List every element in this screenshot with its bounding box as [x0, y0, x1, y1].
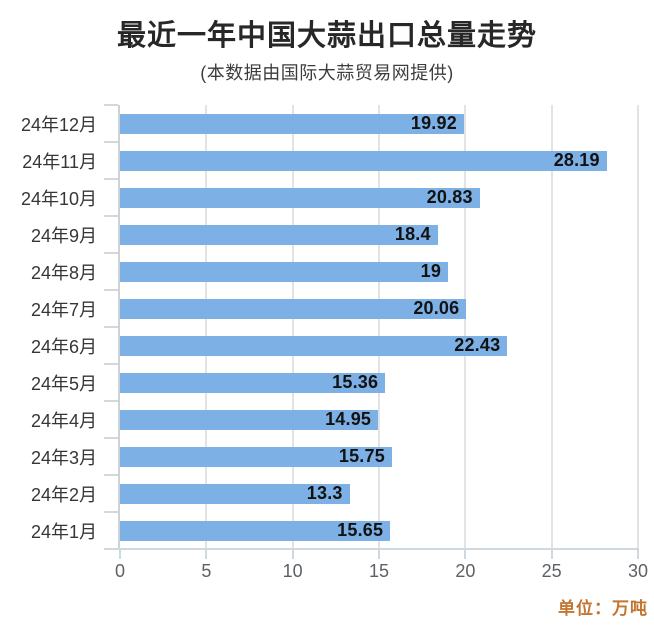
x-axis-line — [104, 548, 639, 550]
plot-area: 24年12月 19.92 24年11月 28.19 24年10月 20.83 24年9月 18… — [21, 104, 648, 581]
chart-title: 最近一年中国大蒜出口总量走势 — [116, 20, 537, 52]
category-label: 24年9月 — [30, 225, 97, 246]
category-label: 24年2月 — [30, 484, 97, 505]
category-label: 24年5月 — [30, 373, 97, 394]
y-axis-tick — [104, 104, 118, 106]
bar: 15.36 — [120, 372, 386, 393]
category-label: 24年10月 — [20, 188, 97, 209]
y-axis-line — [118, 105, 120, 549]
chart-row: 24年11月 28.19 — [22, 141, 638, 179]
bar: 20.83 — [120, 187, 480, 208]
bar-value-label: 20.06 — [413, 298, 460, 318]
gridline — [464, 105, 467, 549]
x-axis-tick — [637, 550, 639, 559]
y-axis-tick — [104, 289, 118, 291]
bar-value-label: 22.43 — [454, 335, 501, 355]
x-axis-tick — [119, 550, 121, 559]
category-label: 24年6月 — [30, 336, 97, 357]
x-tick-label: 30 — [627, 561, 649, 581]
y-axis-tick — [104, 178, 118, 180]
chart-row: 24年4月 14.95 — [31, 400, 638, 438]
chart-row: 24年9月 18.4 — [31, 215, 638, 253]
bar: 15.65 — [120, 520, 391, 541]
y-axis-tick — [104, 141, 118, 143]
bar-value-label: 13.3 — [306, 483, 343, 503]
bar: 19 — [120, 261, 449, 282]
bar-rows: 24年12月 19.92 24年11月 28.19 24年10月 20.83 24年9月 18… — [21, 104, 638, 549]
bar: 28.19 — [120, 150, 607, 171]
bar-value-label: 19 — [420, 261, 442, 281]
chart-row: 24年10月 20.83 — [21, 178, 638, 216]
gridline — [378, 105, 380, 549]
x-tick-label: 0 — [114, 561, 126, 581]
bar-value-label: 15.75 — [338, 446, 385, 466]
y-axis-tick — [104, 252, 118, 254]
category-label: 24年11月 — [22, 151, 97, 172]
bar-value-label: 28.19 — [553, 150, 600, 170]
category-label: 24年4月 — [30, 410, 97, 431]
bar: 15.75 — [120, 446, 392, 467]
bar-value-label: 19.92 — [410, 113, 457, 133]
y-axis-tick — [104, 474, 118, 476]
bar: 20.06 — [120, 298, 467, 319]
unit-label: 单位：万吨 — [558, 599, 648, 618]
gridline — [550, 105, 553, 549]
y-axis-tick — [104, 363, 118, 365]
category-label: 24年3月 — [30, 447, 97, 468]
category-label: 24年12月 — [20, 114, 97, 135]
category-label: 24年7月 — [30, 299, 97, 320]
bar: 22.43 — [120, 335, 508, 356]
category-label: 24年1月 — [30, 521, 97, 542]
bar: 19.92 — [120, 113, 464, 134]
bar-value-label: 15.65 — [337, 520, 384, 540]
category-label: 24年8月 — [30, 262, 97, 283]
y-axis-tick — [104, 215, 118, 217]
chart-subtitle: (本数据由国际大蒜贸易网提供) — [200, 63, 454, 83]
x-axis-tick — [205, 550, 208, 559]
bar: 14.95 — [120, 409, 379, 430]
bar: 13.3 — [120, 483, 350, 504]
y-axis-tick — [104, 511, 118, 513]
x-axis-tick — [464, 550, 467, 559]
x-axis-tick — [291, 550, 294, 559]
chart-row: 24年6月 22.43 — [31, 326, 638, 364]
x-tick-label: 5 — [201, 561, 212, 581]
y-axis-tick — [104, 326, 118, 328]
gridline — [205, 105, 208, 549]
bar-value-label: 14.95 — [325, 409, 372, 429]
x-tick-label: 25 — [541, 561, 562, 581]
y-axis-tick — [104, 400, 118, 402]
gridline — [637, 105, 639, 549]
bar: 18.4 — [120, 224, 438, 245]
bar-value-label: 15.36 — [332, 372, 379, 392]
y-axis-tick — [104, 437, 118, 439]
x-tick-label: 15 — [368, 561, 390, 581]
chart-row: 24年2月 13.3 — [31, 474, 638, 512]
chart-row: 24年8月 19 — [31, 252, 638, 290]
x-axis-tick — [378, 550, 380, 559]
gridline — [291, 105, 294, 549]
chart-row: 24年7月 20.06 — [31, 289, 638, 327]
x-tick-label: 10 — [282, 561, 303, 581]
chart-row: 24年1月 15.65 — [31, 511, 638, 549]
chart-row: 24年3月 15.75 — [31, 437, 638, 475]
x-tick-label: 20 — [455, 561, 476, 581]
chart-row: 24年5月 15.36 — [31, 363, 638, 401]
x-axis-tick — [550, 550, 553, 559]
chart-row: 24年12月 19.92 — [21, 104, 638, 142]
bar-value-label: 18.4 — [394, 224, 431, 244]
bar-value-label: 20.83 — [426, 187, 473, 207]
